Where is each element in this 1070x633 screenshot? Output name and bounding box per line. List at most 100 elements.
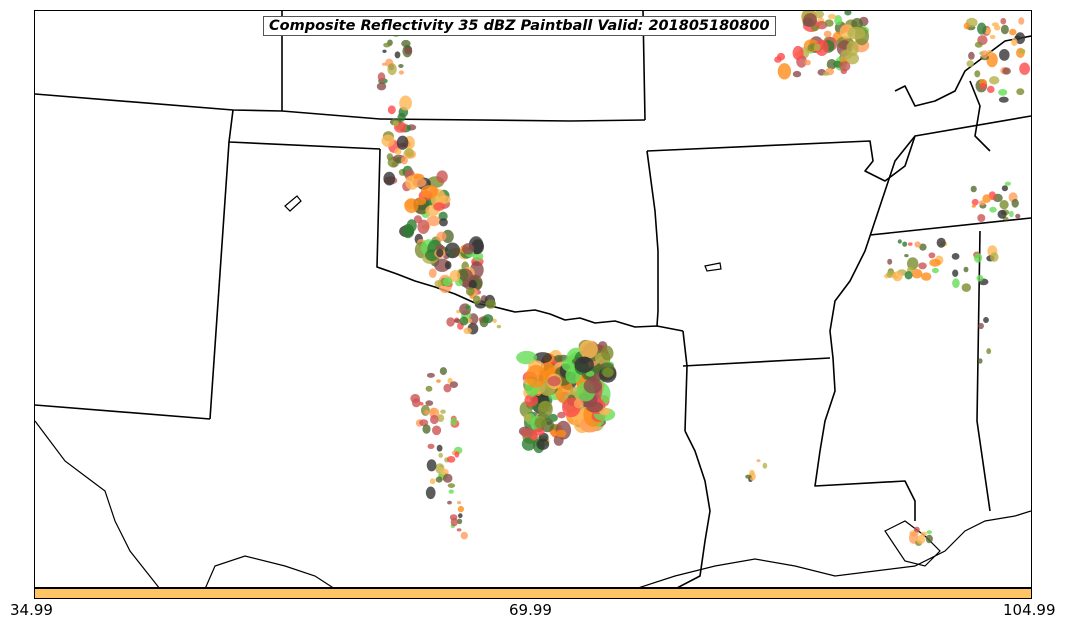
storm-cell [430, 414, 439, 425]
storm-cell [554, 354, 563, 363]
state-line-ms-al [976, 230, 991, 512]
storm-cell [536, 438, 550, 450]
colorbar-tick-min: 34.99 [10, 601, 53, 619]
storm-cell [971, 198, 979, 206]
storm-cell [851, 18, 863, 30]
storm-cell [902, 241, 908, 247]
storm-cell [465, 287, 475, 296]
state-line-nm-co-north [35, 93, 646, 122]
storm-cell [410, 393, 421, 403]
storm-cell [1018, 48, 1026, 54]
small-lake [704, 262, 722, 272]
storm-cell [908, 242, 913, 246]
storm-cell [429, 478, 436, 485]
storm-cell [963, 22, 970, 30]
storm-cell [979, 200, 986, 206]
storm-cell [892, 271, 903, 282]
map-panel: Composite Reflectivity 35 dBZ Paintball … [34, 10, 1032, 588]
storm-cell [814, 11, 824, 19]
storm-cell [989, 76, 1000, 85]
storm-cell [428, 268, 437, 279]
storm-cell [583, 378, 603, 394]
storm-cell [925, 534, 933, 544]
storm-cell [456, 309, 461, 314]
storm-cell [458, 513, 463, 519]
storm-cell [436, 170, 448, 183]
storm-cell [822, 71, 830, 76]
storm-cell [449, 270, 461, 282]
storm-cell [999, 49, 1010, 61]
storm-cell [989, 206, 997, 213]
storm-cell [823, 30, 832, 38]
storm-cell [839, 61, 851, 72]
storm-cell [520, 427, 534, 438]
storm-cell [978, 322, 984, 330]
storm-cell [442, 277, 453, 287]
storm-cell [745, 474, 752, 479]
lake-detail [284, 195, 302, 212]
storm-cell [987, 85, 995, 93]
storm-cell [485, 299, 496, 309]
storm-cell [424, 410, 430, 415]
storm-cell [1019, 62, 1030, 75]
storm-cell [468, 279, 477, 290]
storm-cell [456, 528, 462, 532]
storm-cell [813, 43, 821, 52]
storm-cell [1000, 24, 1009, 35]
storm-cell [887, 258, 893, 265]
map-canvas [35, 11, 1031, 587]
storm-cell [446, 317, 455, 327]
state-line-missouri-north [894, 35, 1031, 107]
storm-cell [555, 429, 567, 438]
storm-cell [472, 252, 484, 261]
storm-cell [412, 178, 427, 188]
storm-cell [904, 271, 913, 280]
storm-cell [557, 411, 566, 419]
storm-cell [398, 64, 404, 68]
storm-cell [432, 425, 442, 436]
storm-cell [826, 59, 837, 70]
storm-cell [415, 197, 427, 206]
storm-cell [448, 489, 454, 494]
storm-cell [1001, 185, 1009, 192]
storm-cell [846, 40, 859, 57]
storm-cell [521, 437, 536, 451]
storm-cell [1015, 32, 1026, 45]
storm-cell [916, 534, 926, 545]
storm-cell [446, 456, 456, 463]
storm-cell [457, 269, 469, 282]
storm-cell [574, 356, 594, 373]
storm-cell [425, 385, 433, 392]
storm-cell [776, 52, 786, 61]
storm-cell [904, 254, 909, 258]
storm-cell [525, 364, 547, 388]
storm-cell [824, 19, 834, 27]
storm-cell [914, 241, 921, 248]
storm-cell [496, 324, 502, 329]
storm-cell [404, 148, 414, 158]
storm-cell [453, 318, 461, 323]
storm-cell [454, 451, 460, 458]
storm-cell [990, 252, 999, 262]
storm-cell [847, 26, 866, 40]
storm-cell [439, 464, 444, 468]
storm-cell [970, 185, 977, 193]
storm-cell [999, 200, 1009, 210]
storm-cell [827, 13, 837, 20]
storm-cell [462, 243, 475, 255]
storm-cell [471, 323, 477, 328]
storm-cell [433, 202, 446, 211]
storm-cell [396, 135, 409, 150]
storm-cell [979, 82, 987, 90]
storm-cell [982, 194, 991, 203]
storm-cell [394, 51, 401, 59]
storm-cell [986, 52, 998, 68]
storm-cell [907, 257, 919, 270]
colorbar-tick-mid: 69.99 [509, 601, 552, 619]
storm-cell [404, 47, 413, 55]
storm-cell [533, 352, 552, 364]
coastline [35, 195, 1031, 587]
storm-cell [417, 219, 430, 234]
storm-cell [980, 50, 989, 59]
storm-cell [586, 401, 604, 413]
